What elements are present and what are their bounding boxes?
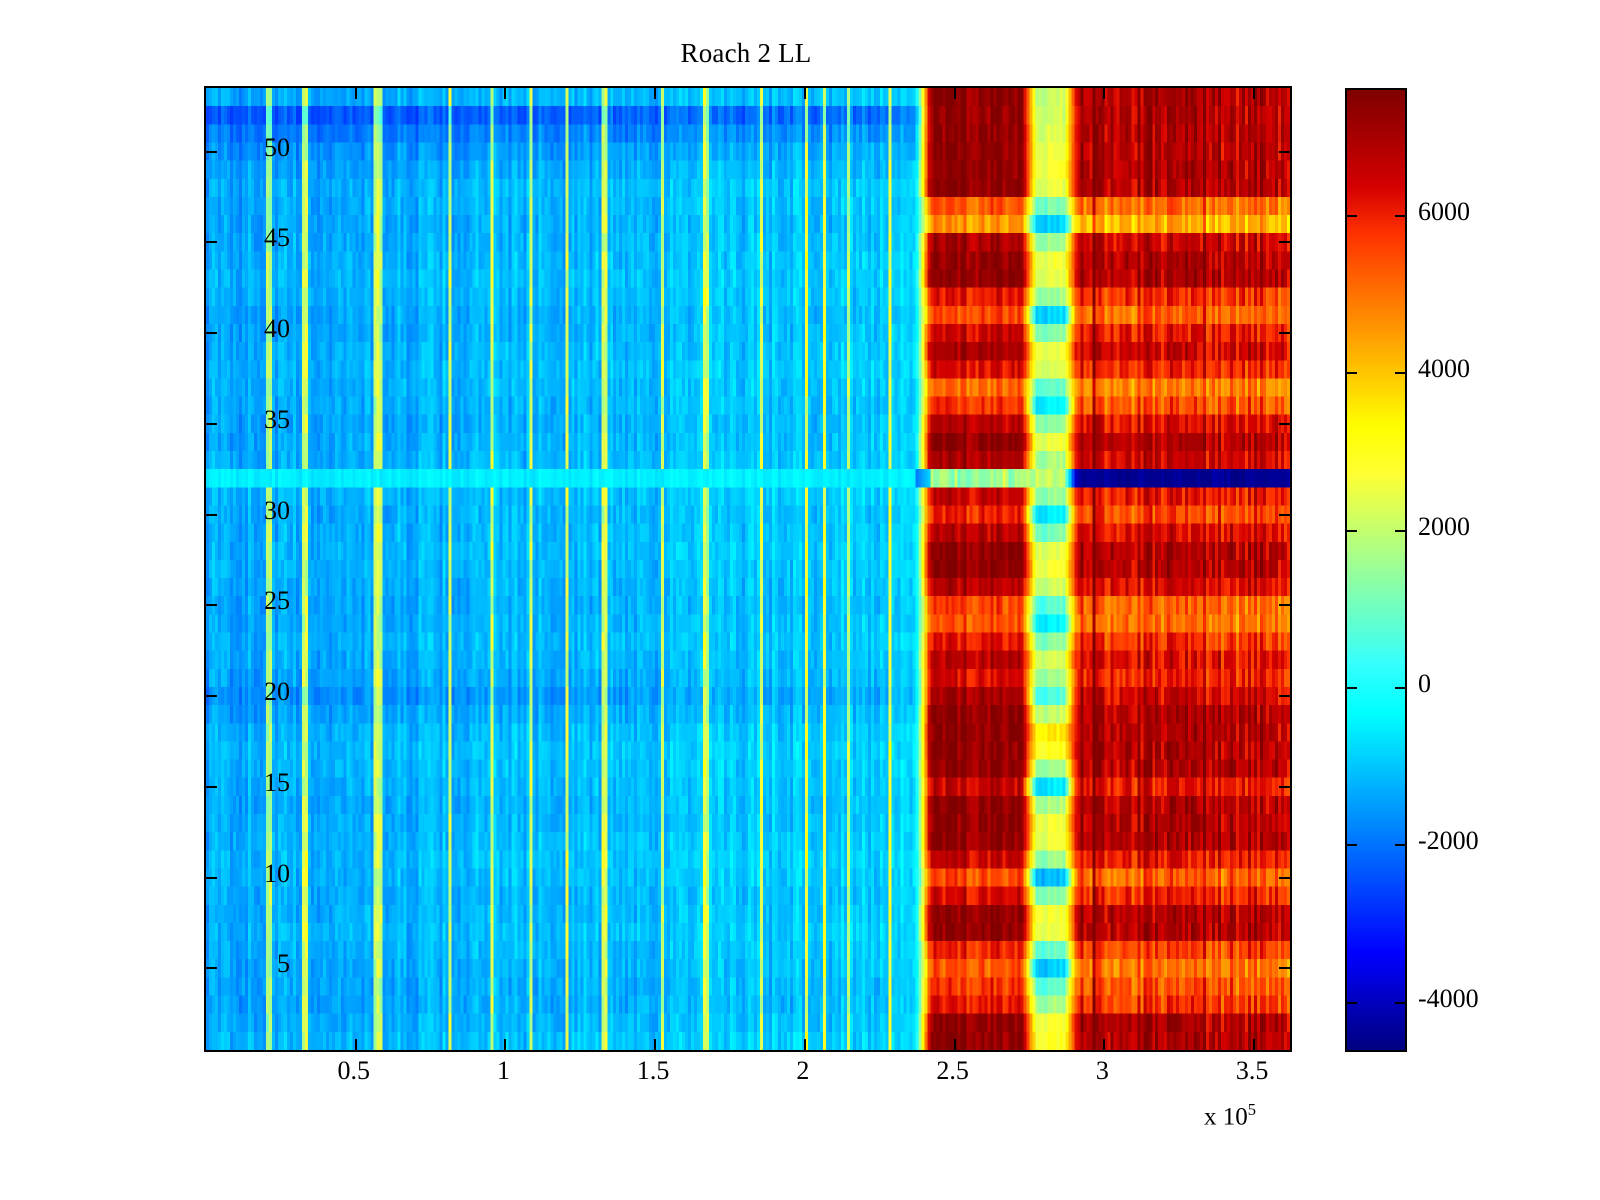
x-axis-tick-label: 1.5: [636, 1056, 670, 1085]
colorbar-tick: [1347, 214, 1357, 217]
x-axis-tick-label: 3: [1095, 1056, 1109, 1085]
x-axis-tick: [504, 1039, 507, 1050]
x-axis-tick: [953, 88, 956, 99]
y-axis-tick: [1279, 422, 1290, 425]
x-axis-exponent-base: x 10: [1204, 1103, 1248, 1131]
y-axis-tick: [1279, 695, 1290, 698]
x-axis-tick: [1253, 1039, 1256, 1050]
y-axis-tick-label: 30: [264, 495, 290, 525]
colorbar-tick: [1395, 529, 1405, 532]
x-axis-tick: [504, 88, 507, 99]
y-axis-tick: [206, 422, 217, 425]
y-axis-tick: [1279, 332, 1290, 335]
x-axis-tick: [803, 88, 806, 99]
y-axis-tick: [206, 604, 217, 607]
colorbar-tick: [1347, 372, 1357, 375]
colorbar-tick: [1347, 844, 1357, 847]
colorbar-tick: [1395, 214, 1405, 217]
y-axis-tick: [1279, 604, 1290, 607]
y-axis-tick-label: 10: [264, 858, 290, 888]
colorbar-gradient: [1347, 90, 1405, 1050]
y-axis-tick: [206, 150, 217, 153]
y-axis-tick-label: 15: [264, 767, 290, 797]
y-axis-tick: [206, 876, 217, 879]
colorbar-tick-label: 0: [1418, 669, 1431, 699]
y-axis-tick: [206, 241, 217, 244]
x-axis-tick-label: 0.5: [337, 1056, 370, 1085]
y-axis-tick-label: 40: [264, 314, 290, 344]
x-axis-tick: [1103, 1039, 1106, 1050]
x-axis-tick: [1103, 88, 1106, 99]
colorbar-tick: [1347, 529, 1357, 532]
y-axis-tick-label: 25: [264, 586, 290, 616]
x-axis-exponent-power: 5: [1247, 1100, 1256, 1119]
y-axis-tick-label: 20: [264, 677, 290, 707]
x-axis-tick: [1253, 88, 1256, 99]
y-axis-tick: [206, 785, 217, 788]
x-axis-tick: [354, 88, 357, 99]
y-axis-tick: [206, 967, 217, 970]
y-axis-tick: [206, 695, 217, 698]
heatmap-axes[interactable]: [204, 86, 1292, 1052]
x-axis-tick: [654, 88, 657, 99]
y-axis-tick-label: 50: [264, 132, 290, 162]
colorbar-tick-label: 6000: [1418, 196, 1470, 226]
x-axis-tick-label: 1: [496, 1056, 510, 1085]
y-axis-tick-label: 35: [264, 404, 290, 434]
colorbar-tick: [1395, 372, 1405, 375]
colorbar[interactable]: [1345, 88, 1407, 1052]
x-axis-tick-label: 2: [796, 1056, 810, 1085]
colorbar-tick-label: -2000: [1418, 826, 1479, 856]
heatmap-image[interactable]: [206, 88, 1290, 1050]
colorbar-tick: [1395, 1001, 1405, 1004]
y-axis-tick-label: 5: [277, 949, 290, 979]
x-axis-tick-label: 2.5: [936, 1056, 969, 1085]
colorbar-tick-label: -4000: [1418, 983, 1479, 1013]
x-axis-tick-label: 3.5: [1235, 1056, 1269, 1085]
colorbar-tick: [1347, 1001, 1357, 1004]
y-axis-tick: [206, 513, 217, 516]
y-axis-tick: [1279, 967, 1290, 970]
y-axis-tick: [1279, 785, 1290, 788]
x-axis-tick: [354, 1039, 357, 1050]
x-axis-exponent-label: x 105: [1204, 1100, 1256, 1131]
colorbar-tick-label: 4000: [1418, 354, 1470, 384]
colorbar-tick: [1395, 687, 1405, 690]
y-axis-tick: [1279, 513, 1290, 516]
colorbar-tick-label: 2000: [1418, 511, 1470, 541]
page-title: Roach 2 LL: [680, 38, 812, 68]
colorbar-tick: [1347, 687, 1357, 690]
colorbar-tick: [1395, 844, 1405, 847]
y-axis-tick-label: 45: [264, 223, 290, 253]
y-axis-tick: [206, 332, 217, 335]
y-axis-tick: [1279, 241, 1290, 244]
x-axis-tick: [953, 1039, 956, 1050]
y-axis-tick: [1279, 876, 1290, 879]
x-axis-tick: [654, 1039, 657, 1050]
x-axis-tick: [803, 1039, 806, 1050]
y-axis-tick: [1279, 150, 1290, 153]
